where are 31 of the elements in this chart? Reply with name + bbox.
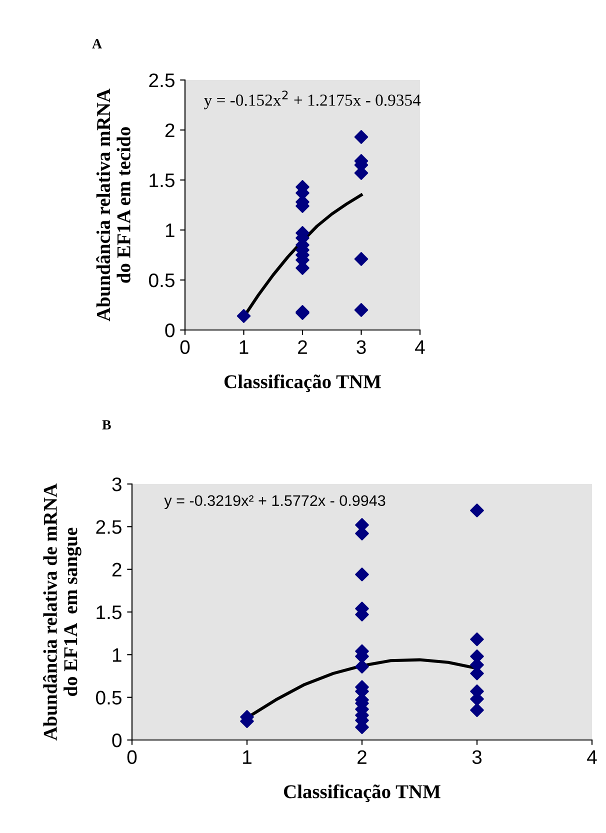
x-tick-label: 0 (180, 340, 190, 354)
annotation: y = -0.3219x² + 1.5772x - 0.9943 (164, 495, 386, 510)
x-tick-label: 2 (358, 750, 366, 764)
x-axis-title: Classificação TNM (224, 374, 381, 392)
y-tick-label: 1.5 (150, 174, 174, 188)
x-tick-label: 1 (243, 750, 252, 764)
x-axis-title: Classificação TNM (284, 784, 440, 802)
x-tick-label: 3 (472, 750, 482, 764)
x-tick-label: 2 (298, 340, 307, 354)
y-tick-label: 0 (165, 323, 175, 338)
y-tick-label: 0.5 (149, 273, 174, 288)
y-tick-label: 3 (112, 477, 122, 492)
y-tick-label: 2 (165, 123, 174, 138)
y-tick-label: 1 (112, 648, 122, 662)
y-axis-title: Abundância relativa mRNA do EF1A em tecido (96, 88, 130, 322)
y-tick-label: 2.5 (96, 520, 122, 534)
chart-title: A (92, 39, 102, 48)
y-tick-label: 0.5 (96, 690, 122, 705)
x-tick-label: 0 (127, 750, 137, 764)
y-tick-label: 2 (112, 562, 122, 576)
y-tick-label: 2.5 (149, 73, 174, 88)
x-tick-label: 4 (587, 750, 597, 764)
chart-title: B (102, 420, 111, 430)
y-tick-label: 1 (166, 224, 174, 238)
annotation: y = -0.152x$^{2}$ + 1.2175x - 0.9354 (204, 90, 421, 110)
y-axis-title: Abundância relativa de mRNA do EF1A em sangue (43, 483, 82, 740)
x-tick-label: 3 (356, 340, 366, 354)
y-tick-label: 0 (112, 733, 122, 748)
x-tick-label: 4 (415, 340, 425, 354)
y-tick-label: 1.5 (96, 606, 122, 620)
x-tick-label: 1 (240, 340, 248, 354)
